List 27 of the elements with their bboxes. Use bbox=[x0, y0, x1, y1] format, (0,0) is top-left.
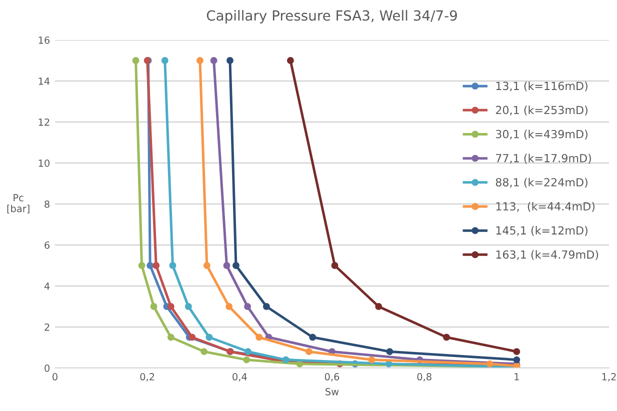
y-tick-label: 2 bbox=[44, 323, 50, 331]
y-tick-label: 6 bbox=[44, 241, 50, 249]
x-tick-label: 0,4 bbox=[232, 373, 247, 382]
x-tick-label: 1,2 bbox=[602, 373, 616, 382]
legend-label: 13,1 (k=116mD) bbox=[496, 82, 588, 92]
y-tick-label: 14 bbox=[38, 78, 50, 85]
y-tick-label: 0 bbox=[44, 364, 50, 372]
legend-label: 163,1 (k=4.79mD) bbox=[496, 250, 598, 260]
legend-label: 30,1 (k=439mD) bbox=[496, 130, 588, 140]
y-tick-label: 10 bbox=[38, 159, 50, 167]
legend-label: 113, (k=44.4mD) bbox=[496, 202, 595, 212]
x-tick-label: 0 bbox=[52, 373, 58, 380]
legend-label: 88,1 (k=224mD) bbox=[496, 178, 588, 188]
y-tick-label: 4 bbox=[44, 282, 50, 290]
y-axis-title: Pc [bar] bbox=[7, 194, 30, 214]
chart-title: Capillary Pressure FSA3, Well 34/7-9 bbox=[206, 10, 457, 24]
y-tick-label: 16 bbox=[38, 36, 50, 44]
legend-label: 145,1 (k=12mD) bbox=[496, 226, 588, 236]
x-tick-label: 0,2 bbox=[140, 373, 154, 382]
x-tick-label: 0,6 bbox=[324, 373, 340, 382]
x-axis-title: Sw bbox=[326, 388, 339, 396]
y-tick-label: 8 bbox=[44, 200, 50, 208]
y-tick-label: 12 bbox=[38, 118, 50, 126]
x-tick-label: 0,8 bbox=[417, 373, 432, 382]
x-tick-label: 1 bbox=[514, 373, 519, 380]
legend-label: 77,1 (k=17.9mD) bbox=[496, 154, 591, 164]
legend-label: 20,1 (k=253mD) bbox=[496, 106, 588, 116]
